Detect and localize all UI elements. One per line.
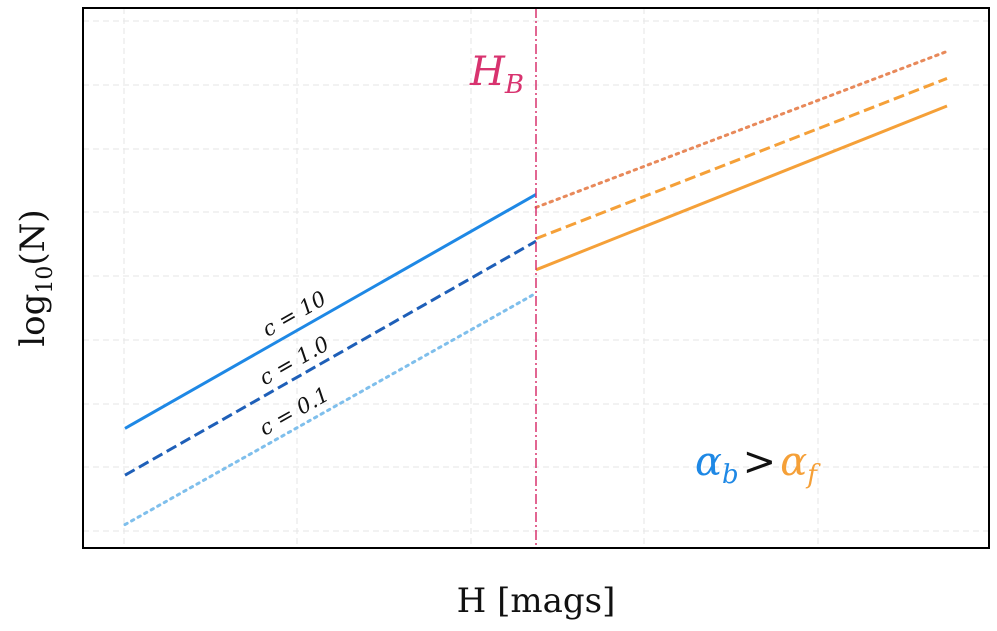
alpha-f-sub: f — [805, 460, 821, 490]
break-label-base: H — [469, 49, 506, 95]
series-line-4 — [535, 104, 948, 272]
alpha-b: α — [695, 439, 722, 485]
y-axis-title-base: log — [13, 294, 53, 347]
alpha-b-sub: b — [722, 460, 739, 490]
series-label-3: c = 0.1 — [255, 382, 333, 440]
series-line-2 — [124, 239, 537, 477]
break-label: HB — [469, 49, 524, 100]
break-label-sub: B — [504, 70, 524, 100]
series-line-1 — [124, 193, 537, 430]
y-axis-title-arg: (N) — [13, 209, 53, 265]
alpha-annotation: αb > αf — [695, 439, 821, 490]
series-line-3 — [123, 291, 538, 527]
series-line-5 — [535, 77, 948, 240]
series-layer — [123, 49, 949, 527]
y-axis-title: log10(N) — [13, 209, 58, 346]
series-line-6 — [534, 49, 949, 209]
alpha-operator: > — [743, 439, 777, 485]
alpha-f: α — [780, 439, 807, 485]
x-axis-title: H [mags] — [457, 581, 616, 621]
plot-frame — [82, 7, 990, 549]
y-axis-title-sub: 10 — [33, 266, 58, 294]
